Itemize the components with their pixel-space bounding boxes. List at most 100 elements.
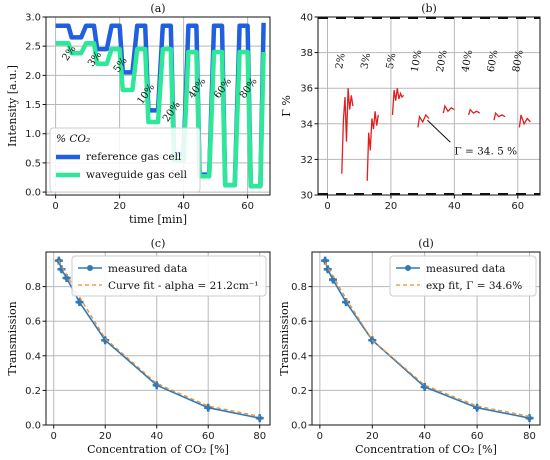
gamma-callout: Γ = 34. 5 % [454,145,517,157]
legend-title: % CO₂ [56,133,90,145]
measured-point [154,382,160,388]
x-tick-label: 20 [385,201,398,212]
x-axis-label: Concentration of CO₂ [%] [87,443,229,456]
legend-box [49,127,201,193]
concentration-label: 3% [359,52,373,70]
legend-marker-measured [405,265,411,271]
y-tick-label: 0.0 [25,188,41,199]
y-axis-label: Γ % [280,95,293,117]
y-tick-label: 0.2 [25,386,41,397]
gamma-segment [467,108,481,116]
y-tick-label: 1.0 [25,129,41,140]
plot-frame [317,16,541,196]
series-line-waveguide [55,41,266,189]
x-tick-label: 60 [511,201,524,212]
concentration-label: 10% [135,82,157,107]
legend-label-reference: reference gas cell [86,151,182,163]
y-tick-label: 0.4 [25,351,41,362]
x-tick-label: 0 [51,431,57,442]
gamma-segment [417,113,430,128]
x-tick-label: 20 [99,431,112,442]
x-tick-label: 20 [366,431,379,442]
x-tick-label: 0 [324,201,330,212]
gamma-segment [493,111,506,121]
x-axis-label: Concentration of CO₂ [%] [355,443,497,456]
x-axis-label: time [min] [129,213,187,226]
y-axis-label: Transmission [278,301,291,375]
measured-point [422,384,428,390]
measured-point [322,258,328,264]
concentration-label: 80% [238,76,260,101]
legend-label-fit: exp fit, Γ = 34.6% [426,280,522,292]
x-tick-label: 60 [202,431,215,442]
concentration-label: 80% [511,49,526,73]
legend-label-measured: measured data [108,263,187,275]
legend-label-measured: measured data [426,263,505,275]
measured-point [205,405,211,411]
callout-arrow [427,119,451,143]
concentration-label: 60% [486,49,501,73]
plot-frame [45,16,271,196]
y-tick-label: 1.5 [25,100,41,111]
y-axis-label: Transmission [6,301,19,375]
concentration-label: 60% [212,76,234,101]
panel-title: (b) [421,2,437,15]
gamma-segment [391,88,405,115]
panel-d: 0 20 40 60 80 0.0 0.2 0.4 0.6 0.8 Concentration of… [278,237,541,456]
x-tick-label: 0 [317,431,323,442]
panel-a: 0 20 40 60 0.0 0.5 1.0 1.5 2.0 2.5 3.0 time [min] In… [6,2,271,226]
fit-line [324,262,530,418]
x-tick-label: 0 [52,201,58,212]
y-tick-label: 38 [300,48,313,59]
concentration-label: 20% [161,100,183,125]
measured-point [63,275,70,281]
legend-label-waveguide: waveguide gas cell [86,169,188,181]
y-tick-label: 36 [300,84,313,95]
panel-title: (a) [150,2,165,15]
gamma-segment [366,111,379,181]
concentration-label: 20% [435,49,450,73]
y-tick-label: 0.6 [291,317,307,328]
y-tick-label: 0.8 [25,282,41,293]
concentration-label: 2% [60,44,78,63]
concentration-label: 40% [187,76,209,101]
concentration-label: 3% [86,50,104,69]
y-tick-label: 40 [300,13,313,24]
concentration-label: 40% [460,49,475,73]
y-tick-label: 34 [300,119,313,130]
legend-box [71,255,267,297]
concentration-label: 5% [385,52,399,70]
plot-frame [45,251,271,426]
measured-point [76,299,83,305]
concentration-label: 10% [410,49,425,73]
gamma-segment [341,88,354,174]
y-tick-label: 0.0 [291,421,307,432]
y-tick-label: 2.0 [25,71,41,82]
x-tick-label: 40 [177,201,190,212]
legend-label-fit: Curve fit - alpha = 21.2cm⁻¹ [108,280,259,292]
concentration-label: 2% [334,52,348,70]
y-tick-label: 2.5 [25,42,41,53]
x-tick-label: 40 [448,201,461,212]
x-tick-label: 40 [418,431,431,442]
measured-point [330,277,336,283]
panel-title: (c) [151,237,166,250]
y-tick-label: 3.0 [25,13,41,24]
x-tick-label: 40 [150,431,163,442]
x-tick-label: 60 [241,201,254,212]
legend-box [389,255,537,297]
x-tick-label: 80 [523,431,536,442]
panel-c: 0 20 40 60 80 0.0 0.2 0.4 0.6 0.8 Concentration of… [6,237,271,456]
x-tick-label: 60 [471,431,484,442]
y-tick-label: 0.8 [291,282,307,293]
y-axis-label: Intensity [a.u.] [6,65,19,147]
y-tick-label: 32 [300,155,313,166]
plot-frame [311,251,541,426]
y-tick-label: 0.6 [25,317,41,328]
gamma-segment [518,114,531,128]
y-tick-label: 0.4 [291,351,307,362]
y-tick-label: 0.0 [25,421,41,432]
panel-title: (d) [418,237,434,250]
legend-marker-measured [87,265,93,271]
